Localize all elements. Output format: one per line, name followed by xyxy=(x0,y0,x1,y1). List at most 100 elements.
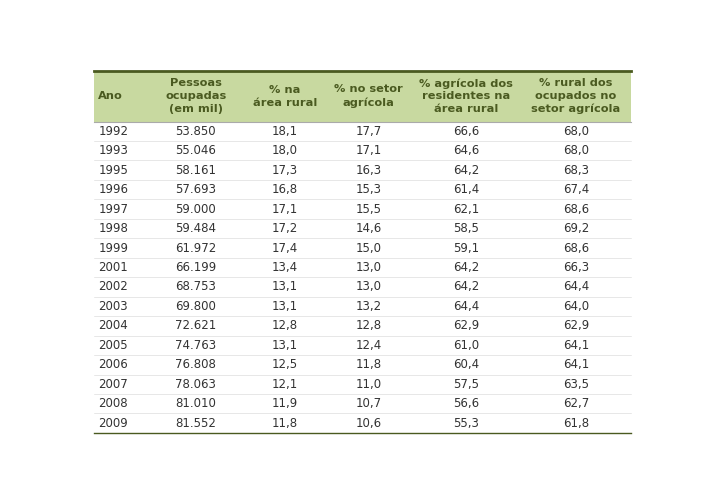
Text: 62,9: 62,9 xyxy=(563,319,589,332)
Text: 55.046: 55.046 xyxy=(175,144,216,157)
Text: % rural dos
ocupados no
setor agrícola: % rural dos ocupados no setor agrícola xyxy=(531,78,621,114)
Text: 17,7: 17,7 xyxy=(356,125,382,138)
Bar xyxy=(94,375,631,394)
Bar xyxy=(94,316,631,336)
Text: 63,5: 63,5 xyxy=(563,378,589,391)
Text: 1998: 1998 xyxy=(98,222,128,235)
Text: 64,2: 64,2 xyxy=(452,281,479,294)
Bar xyxy=(94,219,631,238)
Text: 18,0: 18,0 xyxy=(271,144,298,157)
Text: 59,1: 59,1 xyxy=(452,242,479,254)
Text: 58,5: 58,5 xyxy=(453,222,479,235)
Text: 64,6: 64,6 xyxy=(452,144,479,157)
Text: 69.800: 69.800 xyxy=(175,300,216,313)
Text: 74.763: 74.763 xyxy=(175,339,216,352)
Bar xyxy=(94,355,631,375)
Text: 66.199: 66.199 xyxy=(175,261,216,274)
Text: 10,6: 10,6 xyxy=(356,417,382,430)
Text: 15,0: 15,0 xyxy=(356,242,382,254)
Bar xyxy=(94,277,631,297)
Text: 17,1: 17,1 xyxy=(356,144,382,157)
Text: 56,6: 56,6 xyxy=(452,397,479,410)
Text: 1995: 1995 xyxy=(98,164,128,177)
Text: 67,4: 67,4 xyxy=(563,183,589,196)
Text: 59.000: 59.000 xyxy=(175,202,216,216)
Text: 11,9: 11,9 xyxy=(271,397,298,410)
Text: 15,3: 15,3 xyxy=(356,183,382,196)
Text: 13,0: 13,0 xyxy=(356,261,382,274)
Text: 2008: 2008 xyxy=(98,397,128,410)
Text: 62,7: 62,7 xyxy=(563,397,589,410)
Text: 62,9: 62,9 xyxy=(452,319,479,332)
Text: 81.552: 81.552 xyxy=(175,417,216,430)
Text: 53.850: 53.850 xyxy=(175,125,216,138)
Text: 59.484: 59.484 xyxy=(175,222,216,235)
Text: Pessoas
ocupadas
(em mil): Pessoas ocupadas (em mil) xyxy=(165,78,226,114)
Text: 64,2: 64,2 xyxy=(452,164,479,177)
Text: 13,2: 13,2 xyxy=(356,300,382,313)
Text: 69,2: 69,2 xyxy=(563,222,589,235)
Text: 57,5: 57,5 xyxy=(453,378,479,391)
Text: 12,4: 12,4 xyxy=(356,339,382,352)
Text: % na
área rural: % na área rural xyxy=(252,85,317,107)
Bar xyxy=(94,394,631,413)
Text: Ano: Ano xyxy=(98,91,123,101)
Text: 64,4: 64,4 xyxy=(563,281,589,294)
Text: 11,8: 11,8 xyxy=(356,358,382,371)
Text: 68,0: 68,0 xyxy=(563,144,589,157)
Text: 11,0: 11,0 xyxy=(356,378,382,391)
Text: 68,0: 68,0 xyxy=(563,125,589,138)
Text: 2002: 2002 xyxy=(98,281,128,294)
Bar xyxy=(94,199,631,219)
Text: 16,8: 16,8 xyxy=(271,183,298,196)
Text: 68,6: 68,6 xyxy=(563,242,589,254)
Bar xyxy=(94,336,631,355)
Text: 81.010: 81.010 xyxy=(175,397,216,410)
Text: 12,8: 12,8 xyxy=(356,319,382,332)
Text: 18,1: 18,1 xyxy=(271,125,298,138)
Text: 58.161: 58.161 xyxy=(175,164,216,177)
Text: 61.972: 61.972 xyxy=(175,242,216,254)
Text: 2005: 2005 xyxy=(98,339,128,352)
Text: 12,8: 12,8 xyxy=(271,319,298,332)
Text: 1997: 1997 xyxy=(98,202,128,216)
Text: 57.693: 57.693 xyxy=(175,183,216,196)
Text: 2006: 2006 xyxy=(98,358,128,371)
Text: 11,8: 11,8 xyxy=(271,417,298,430)
Text: 2001: 2001 xyxy=(98,261,128,274)
Text: 13,1: 13,1 xyxy=(271,339,298,352)
Text: 13,4: 13,4 xyxy=(271,261,298,274)
Bar xyxy=(94,160,631,180)
Text: 62,1: 62,1 xyxy=(452,202,479,216)
Text: 12,5: 12,5 xyxy=(271,358,298,371)
Text: 2007: 2007 xyxy=(98,378,128,391)
Text: 66,6: 66,6 xyxy=(452,125,479,138)
Text: 68,3: 68,3 xyxy=(563,164,589,177)
Text: 17,1: 17,1 xyxy=(271,202,298,216)
Text: 15,5: 15,5 xyxy=(356,202,382,216)
Bar xyxy=(94,297,631,316)
Text: 68,6: 68,6 xyxy=(563,202,589,216)
Text: 10,7: 10,7 xyxy=(356,397,382,410)
Text: 2004: 2004 xyxy=(98,319,128,332)
Text: 14,6: 14,6 xyxy=(356,222,382,235)
Bar xyxy=(94,238,631,258)
Bar xyxy=(94,413,631,433)
Text: 16,3: 16,3 xyxy=(356,164,382,177)
Text: 64,0: 64,0 xyxy=(563,300,589,313)
Bar xyxy=(94,180,631,199)
Text: 13,0: 13,0 xyxy=(356,281,382,294)
Text: 13,1: 13,1 xyxy=(271,300,298,313)
Text: 1993: 1993 xyxy=(98,144,128,157)
Text: 64,1: 64,1 xyxy=(563,358,589,371)
Text: 1996: 1996 xyxy=(98,183,128,196)
Text: 61,4: 61,4 xyxy=(452,183,479,196)
Text: 17,2: 17,2 xyxy=(271,222,298,235)
Text: 78.063: 78.063 xyxy=(175,378,216,391)
Text: 61,8: 61,8 xyxy=(563,417,589,430)
Text: 2003: 2003 xyxy=(98,300,128,313)
Text: 2009: 2009 xyxy=(98,417,128,430)
Text: 61,0: 61,0 xyxy=(452,339,479,352)
Text: 68.753: 68.753 xyxy=(175,281,216,294)
Bar xyxy=(94,122,631,141)
